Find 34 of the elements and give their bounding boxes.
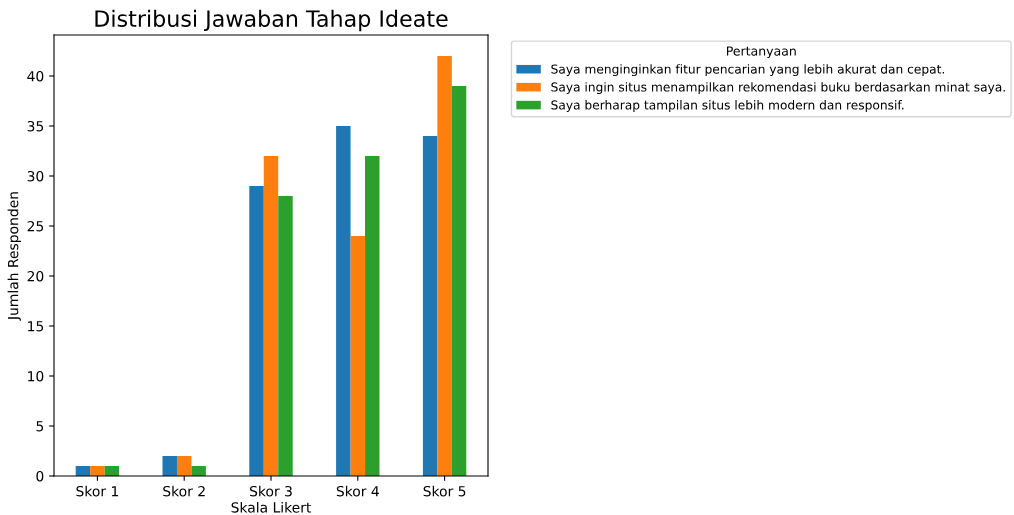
x-axis-title: Skala Likert [231, 501, 312, 513]
y-tick-label: 0 [36, 470, 44, 482]
bar [422, 136, 438, 476]
y-tick-label: 20 [27, 270, 44, 282]
y-tick-label: 10 [28, 370, 44, 382]
bar [278, 196, 293, 476]
bar [336, 126, 351, 476]
bar [350, 236, 366, 476]
bar [90, 466, 105, 476]
y-tick-label: 35 [27, 120, 44, 132]
bar [263, 156, 279, 476]
bar [249, 186, 264, 476]
y-tick-label: 40 [27, 70, 44, 82]
x-tick-label: Skor 2 [163, 485, 205, 497]
legend-label: Saya ingin situs menampilkan rekomendasi buku berdasarkan minat saya. [551, 82, 1005, 94]
legend-label: Saya menginginkan fitur pencarian yang lebih akurat dan cepat. [551, 64, 944, 77]
bar [451, 86, 467, 476]
y-axis-title: Jumlah Responden [7, 192, 22, 321]
chart-title: Distribusi Jawaban Tahap Ideate [95, 9, 448, 32]
legend-label: Saya berharap tampilan situs lebih modern dan responsif. [551, 100, 904, 112]
y-tick-label: 30 [27, 170, 44, 182]
y-tick-label: 25 [27, 220, 44, 232]
bar [162, 456, 177, 476]
bar [176, 456, 192, 476]
x-tick-label: Skor 4 [336, 485, 379, 497]
x-tick-label: Skor 3 [250, 485, 292, 497]
bar [437, 56, 452, 476]
bar [365, 156, 380, 476]
y-tick-label: 5 [36, 421, 44, 432]
x-tick-label: Skor 5 [423, 485, 466, 497]
y-tick-label: 15 [28, 321, 44, 332]
bar [191, 466, 206, 476]
x-tick-label: Skor 1 [76, 485, 119, 497]
legend-title: Pertanyaan [726, 46, 796, 59]
